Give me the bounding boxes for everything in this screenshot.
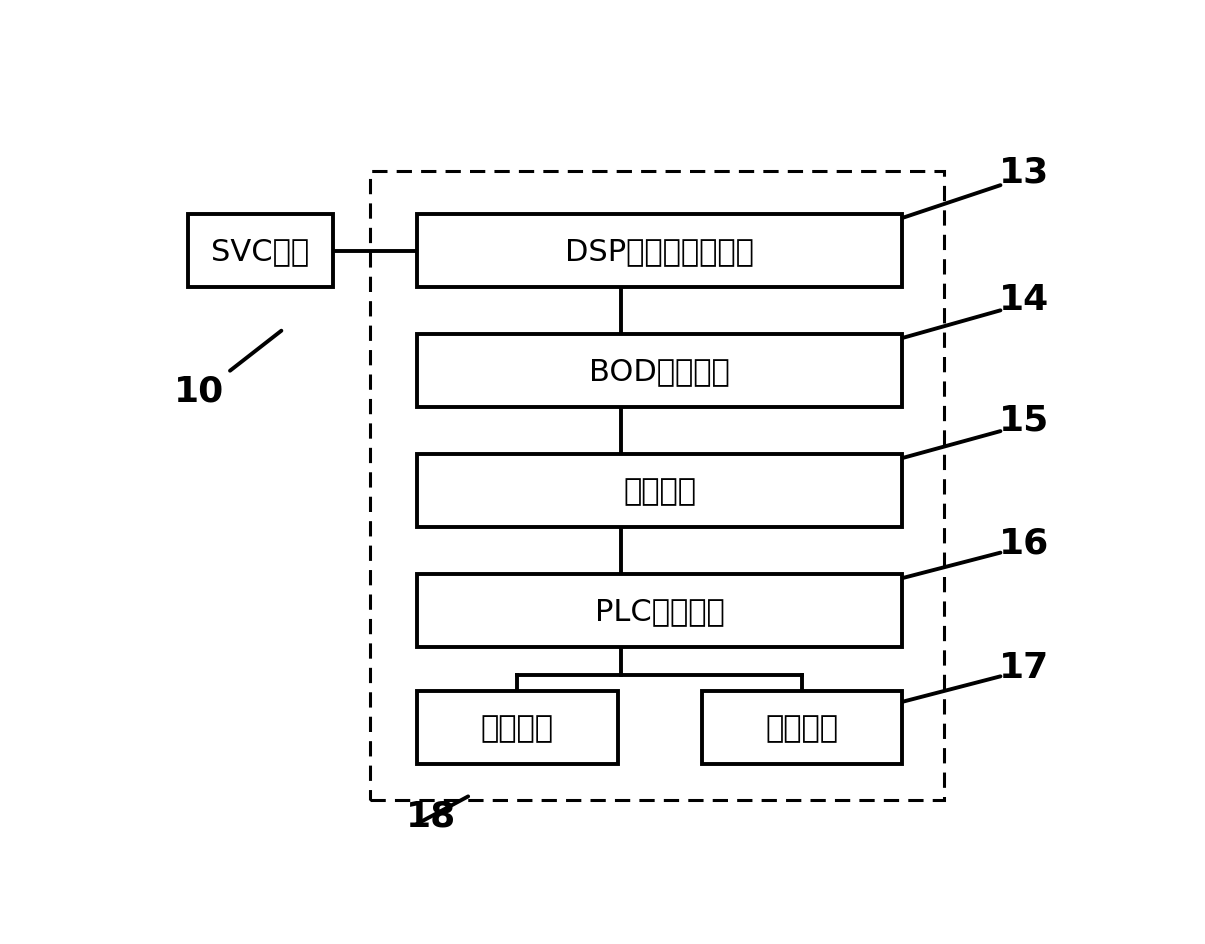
Bar (417, 215, 903, 288)
Text: 16: 16 (999, 527, 1048, 561)
Text: 保护程序: 保护程序 (481, 713, 553, 742)
Text: DSP全数字控制系统: DSP全数字控制系统 (565, 237, 754, 266)
Text: PLC程序控制: PLC程序控制 (595, 597, 724, 626)
Bar (701, 691, 903, 764)
Text: 15: 15 (999, 403, 1048, 437)
Text: 18: 18 (406, 799, 455, 833)
Text: BOD保护系统: BOD保护系统 (589, 357, 730, 386)
Text: SVC系统: SVC系统 (211, 237, 310, 266)
Text: 报警程序: 报警程序 (765, 713, 839, 742)
Text: 13: 13 (999, 156, 1048, 190)
Text: 10: 10 (174, 374, 224, 408)
Text: 主电抗器: 主电抗器 (623, 477, 696, 506)
Text: 14: 14 (999, 283, 1048, 317)
Bar (417, 691, 617, 764)
Bar (370, 172, 945, 801)
Bar (188, 215, 333, 288)
Bar (417, 575, 903, 648)
Text: 17: 17 (999, 649, 1048, 683)
Bar (417, 455, 903, 528)
Bar (417, 335, 903, 408)
